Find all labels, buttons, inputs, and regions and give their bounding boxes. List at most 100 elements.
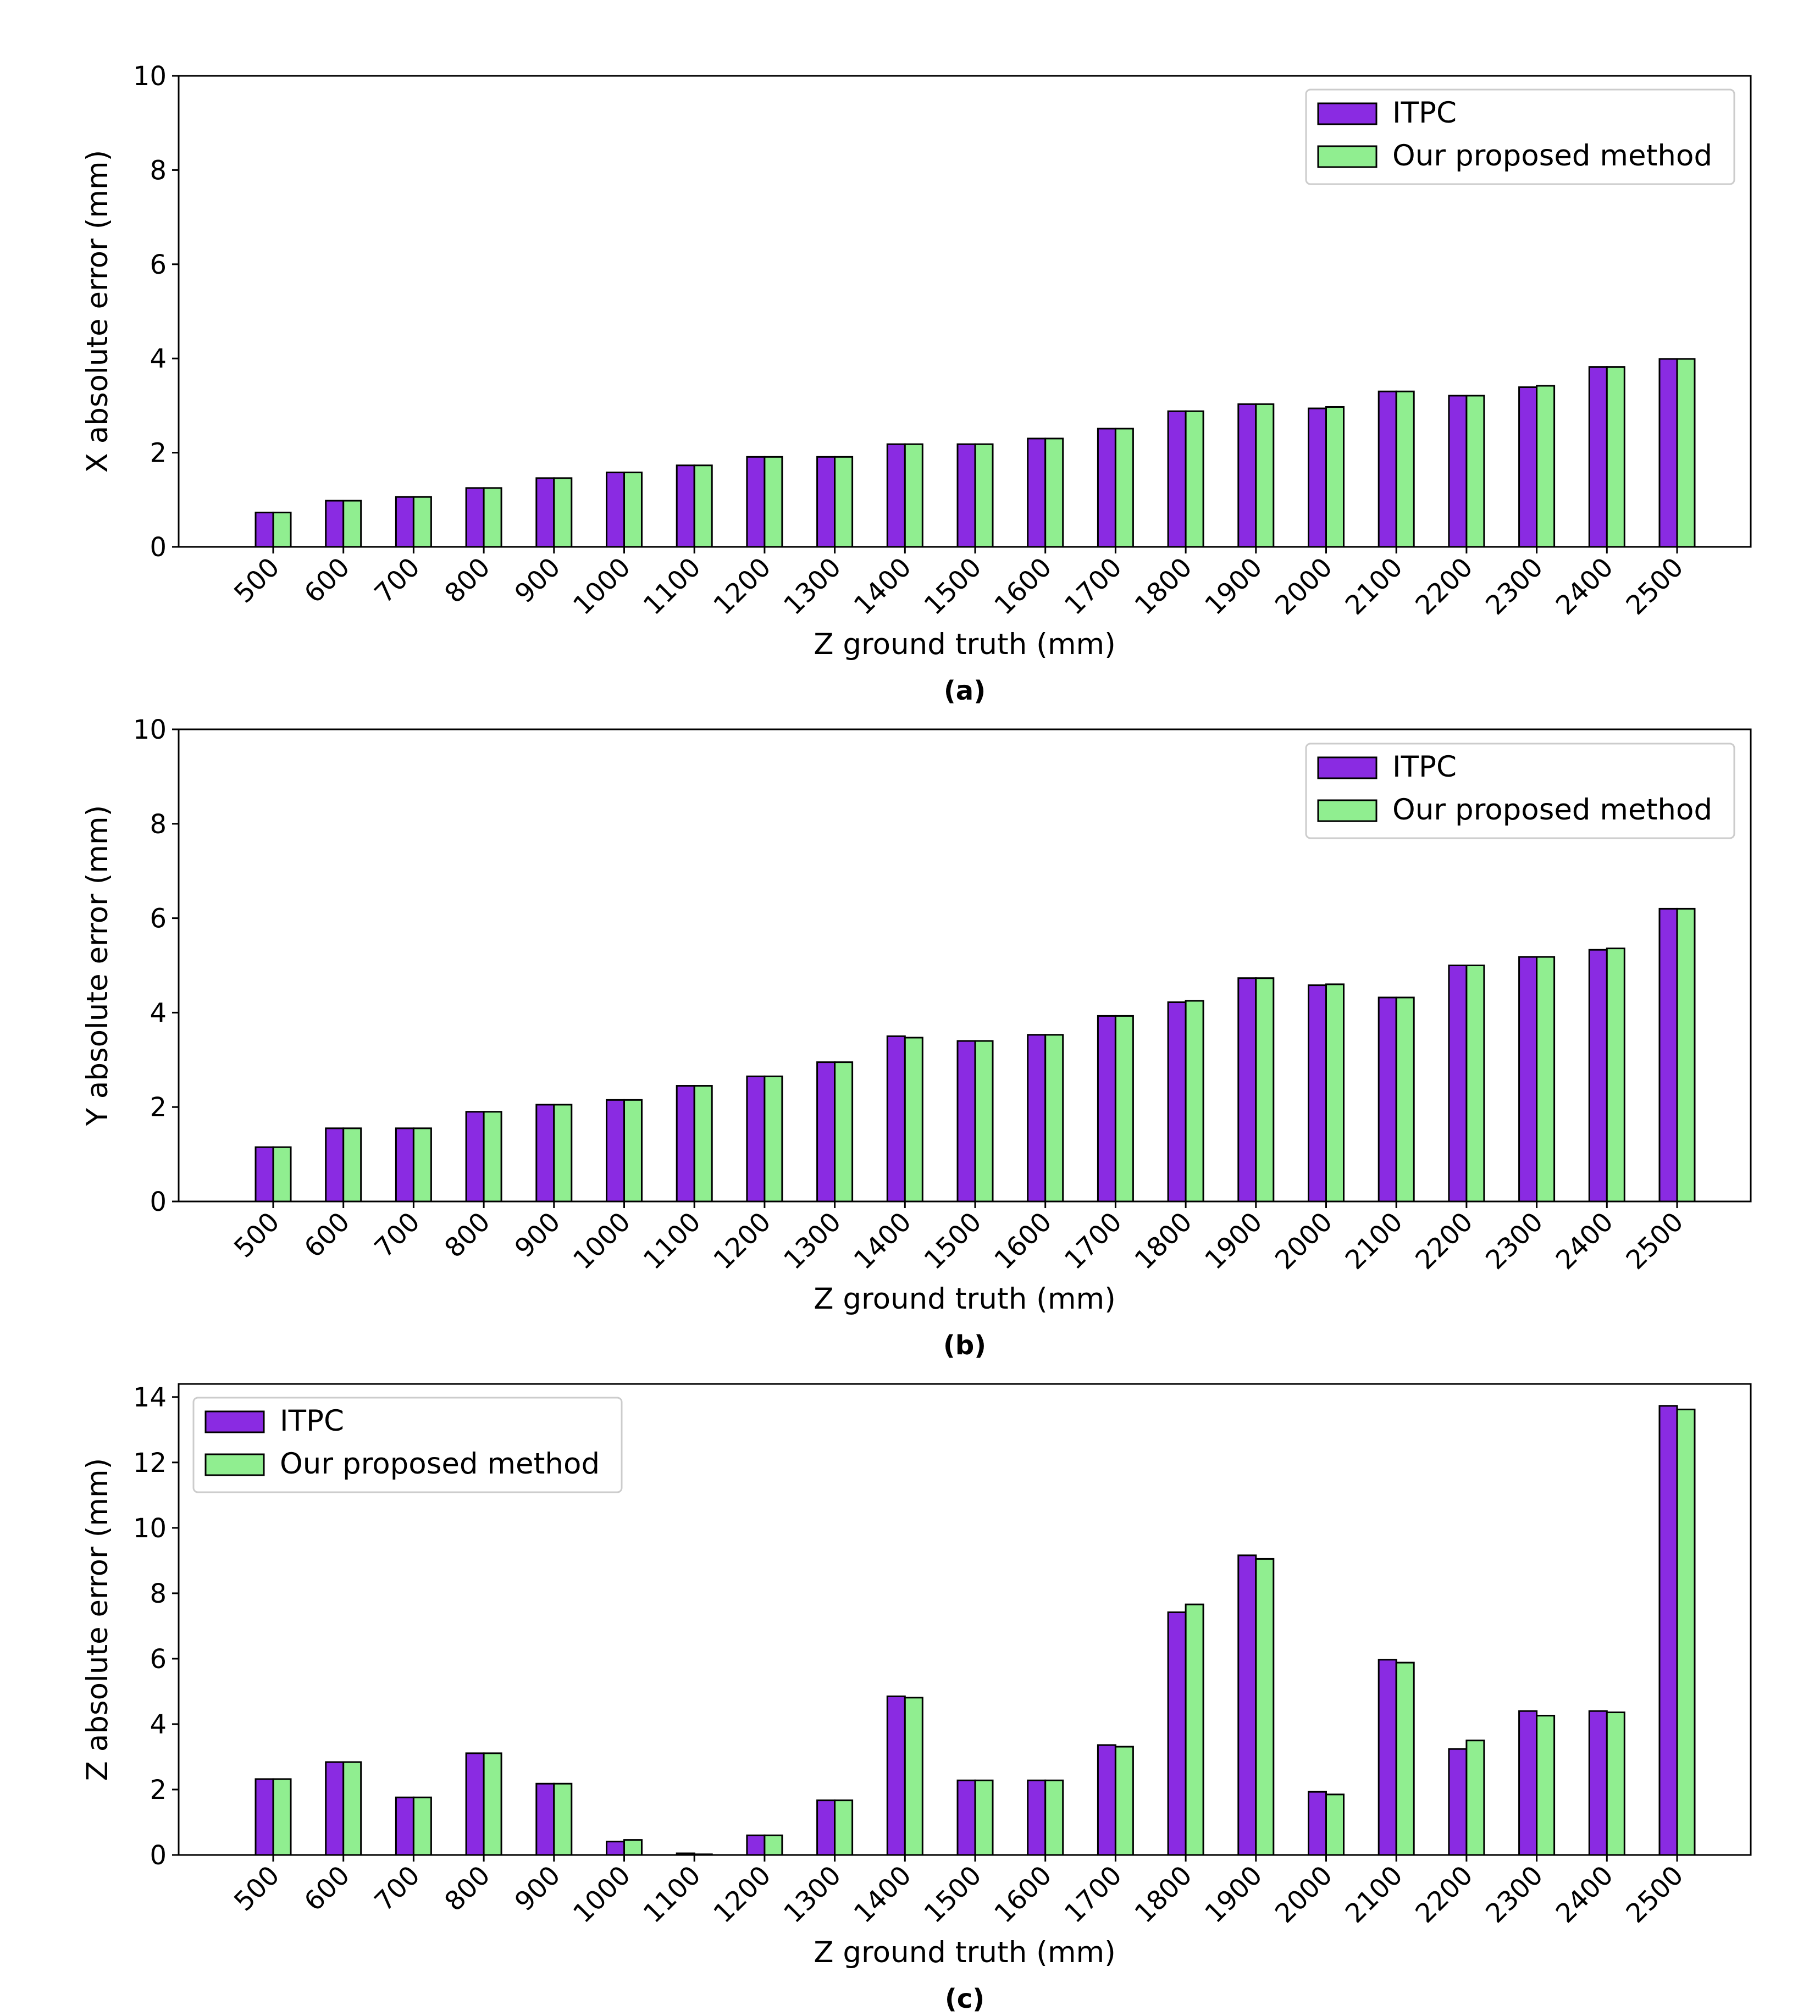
bar-our-proposed-method-1200 bbox=[764, 1834, 783, 1856]
bar-itpc-1500 bbox=[956, 443, 976, 548]
x-tick-label: 1700 bbox=[1059, 1206, 1128, 1276]
bar-itpc-700 bbox=[395, 1127, 414, 1203]
bar-itpc-2100 bbox=[1378, 996, 1397, 1203]
bar-itpc-2200 bbox=[1448, 395, 1468, 548]
bar-itpc-500 bbox=[255, 511, 274, 548]
bar-our-proposed-method-700 bbox=[412, 496, 432, 548]
bar-our-proposed-method-800 bbox=[483, 1111, 502, 1203]
bar-itpc-1400 bbox=[886, 1695, 906, 1856]
bar-itpc-2500 bbox=[1658, 358, 1678, 548]
x-tick-label: 1100 bbox=[638, 552, 707, 621]
bar-itpc-1800 bbox=[1167, 1001, 1187, 1203]
bar-our-proposed-method-600 bbox=[342, 1761, 362, 1856]
legend-swatch-itpc bbox=[204, 1410, 265, 1433]
x-tick-label: 2000 bbox=[1269, 1206, 1338, 1276]
x-tick-label: 500 bbox=[228, 1860, 285, 1917]
bar-itpc-2400 bbox=[1588, 949, 1608, 1203]
bar-our-proposed-method-1100 bbox=[693, 1085, 713, 1203]
legend: ITPC Our proposed method bbox=[192, 1397, 623, 1493]
legend-label-itpc: ITPC bbox=[1392, 96, 1457, 130]
panel-caption: (c) bbox=[945, 1984, 984, 2014]
bar-our-proposed-method-1000 bbox=[623, 1099, 643, 1203]
x-tick-label: 700 bbox=[368, 1860, 425, 1917]
bar-our-proposed-method-1600 bbox=[1044, 437, 1064, 548]
legend-box bbox=[1305, 743, 1735, 839]
bar-itpc-2100 bbox=[1378, 1659, 1397, 1856]
bar-itpc-1000 bbox=[606, 1841, 625, 1856]
x-tick-label: 900 bbox=[509, 1206, 566, 1264]
bar-itpc-2500 bbox=[1658, 1405, 1678, 1856]
bar-itpc-2400 bbox=[1588, 366, 1608, 548]
x-axis-label: Z ground truth (mm) bbox=[814, 628, 1116, 661]
bar-itpc-800 bbox=[465, 487, 485, 548]
legend: ITPC Our proposed method bbox=[1305, 743, 1735, 839]
bar-itpc-1600 bbox=[1027, 1779, 1047, 1856]
bar-our-proposed-method-1400 bbox=[904, 443, 923, 548]
bar-our-proposed-method-500 bbox=[272, 511, 292, 548]
x-tick-label: 600 bbox=[298, 1206, 356, 1264]
bar-itpc-700 bbox=[395, 1796, 414, 1856]
bar-our-proposed-method-1800 bbox=[1185, 410, 1204, 548]
bar-our-proposed-method-800 bbox=[483, 487, 502, 548]
x-tick-label: 1300 bbox=[778, 1860, 847, 1929]
x-tick-label: 1300 bbox=[778, 552, 847, 621]
x-tick-label: 1600 bbox=[988, 1206, 1058, 1276]
y-tick-label: 10 bbox=[133, 61, 167, 92]
y-tick-label: 2 bbox=[150, 438, 167, 469]
y-tick-label: 4 bbox=[150, 344, 167, 374]
bar-our-proposed-method-2500 bbox=[1676, 358, 1696, 548]
bar-our-proposed-method-600 bbox=[342, 500, 362, 548]
y-tick-label: 8 bbox=[150, 809, 167, 840]
bar-itpc-1200 bbox=[746, 456, 766, 548]
x-tick-label: 1700 bbox=[1059, 552, 1128, 621]
x-tick-label: 1400 bbox=[848, 552, 917, 621]
bar-itpc-2200 bbox=[1448, 965, 1468, 1203]
x-tick-label: 1000 bbox=[567, 1860, 637, 1929]
bar-our-proposed-method-2500 bbox=[1676, 1408, 1696, 1856]
chart-panel-c: 500 600 700 800 900 1000 1100 1200 1300 1400 1500 1… bbox=[81, 1382, 1752, 2014]
y-tick-label: 2 bbox=[150, 1775, 167, 1805]
x-tick-label: 500 bbox=[228, 1206, 285, 1264]
y-tick-label: 6 bbox=[150, 250, 167, 280]
y-tick-label: 8 bbox=[150, 1579, 167, 1609]
x-tick-label: 2200 bbox=[1409, 552, 1479, 621]
x-tick-label: 1900 bbox=[1199, 1206, 1268, 1276]
x-tick-label: 1200 bbox=[707, 1860, 777, 1929]
y-tick-label: 12 bbox=[133, 1448, 167, 1478]
bar-itpc-1300 bbox=[816, 456, 836, 548]
chart-panel-b: 500 600 700 800 900 1000 1100 1200 1300 1400 1500 1… bbox=[81, 715, 1752, 1361]
x-tick-label: 2100 bbox=[1340, 552, 1409, 621]
bar-our-proposed-method-2300 bbox=[1536, 1714, 1556, 1856]
legend-swatch-itpc bbox=[1317, 756, 1378, 779]
y-tick-label: 2 bbox=[150, 1092, 167, 1123]
bar-our-proposed-method-1500 bbox=[974, 1040, 994, 1203]
x-tick-label: 1200 bbox=[707, 1206, 777, 1276]
x-tick-label: 1600 bbox=[988, 1860, 1058, 1929]
x-tick-label: 1600 bbox=[988, 552, 1058, 621]
plot-frame bbox=[178, 75, 1752, 548]
plot-frame bbox=[178, 1383, 1752, 1856]
x-tick-label: 1500 bbox=[919, 1206, 988, 1276]
bar-itpc-900 bbox=[535, 1782, 555, 1856]
bar-itpc-2300 bbox=[1518, 956, 1538, 1203]
x-tick-label: 600 bbox=[298, 1860, 356, 1917]
bar-our-proposed-method-1900 bbox=[1255, 403, 1275, 548]
bar-our-proposed-method-1600 bbox=[1044, 1034, 1064, 1203]
bar-our-proposed-method-1700 bbox=[1114, 1746, 1134, 1856]
bar-itpc-1900 bbox=[1237, 403, 1257, 548]
x-tick-label: 2400 bbox=[1550, 1860, 1619, 1929]
x-tick-label: 2200 bbox=[1409, 1206, 1479, 1276]
x-tick-label: 800 bbox=[439, 1206, 496, 1264]
bar-itpc-1100 bbox=[676, 1085, 695, 1203]
legend-label-our-proposed-method: Our proposed method bbox=[280, 1447, 600, 1481]
bar-itpc-2000 bbox=[1308, 1791, 1327, 1856]
x-tick-label: 1100 bbox=[638, 1860, 707, 1929]
bar-our-proposed-method-1700 bbox=[1114, 428, 1134, 548]
bar-itpc-1300 bbox=[816, 1799, 836, 1856]
bar-our-proposed-method-700 bbox=[412, 1127, 432, 1203]
x-tick-label: 1000 bbox=[567, 1206, 637, 1276]
bar-itpc-900 bbox=[535, 1104, 555, 1203]
bar-itpc-600 bbox=[325, 500, 345, 548]
bar-our-proposed-method-1900 bbox=[1255, 977, 1275, 1203]
